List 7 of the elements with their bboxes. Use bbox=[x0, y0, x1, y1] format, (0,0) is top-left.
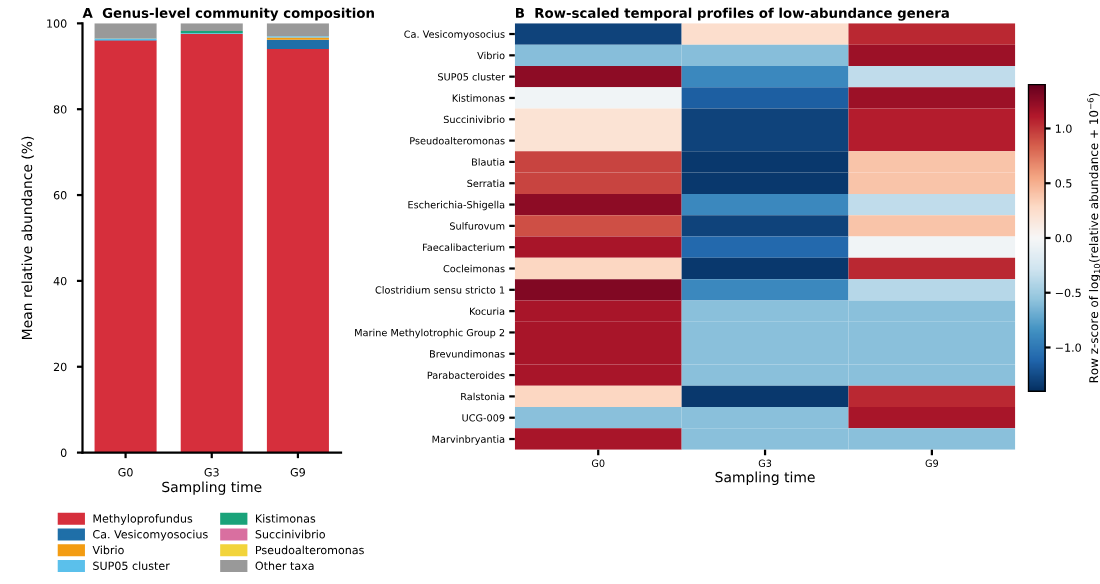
bar bbox=[180, 34, 243, 453]
bar bbox=[180, 23, 243, 32]
bar bbox=[94, 40, 157, 453]
bar bbox=[266, 49, 329, 453]
bar bbox=[94, 23, 157, 39]
bar bbox=[266, 39, 329, 50]
bar bbox=[266, 23, 329, 37]
